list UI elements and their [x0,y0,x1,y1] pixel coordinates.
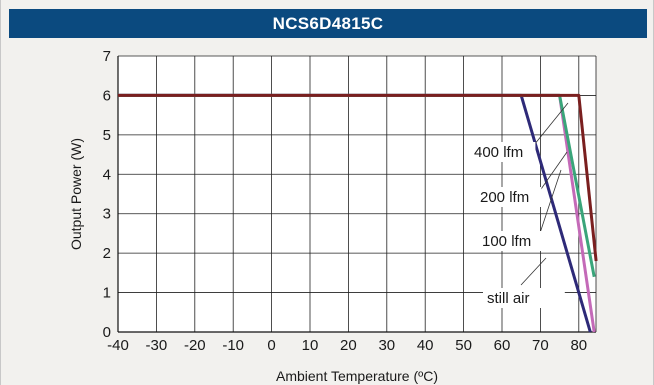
y-tick-label: 3 [103,206,111,223]
x-axis-label: Ambient Temperature (ºC) [276,368,438,384]
x-tick-label: 30 [378,337,395,354]
y-axis-label: Output Power (W) [68,138,84,250]
x-tick-label: 50 [455,337,472,354]
annotation-leader [538,169,562,237]
annotation-backdrop [470,142,536,162]
x-tick-label: -40 [107,337,129,354]
x-tick-label: 40 [417,337,434,354]
annotation-label: still air [487,290,530,307]
x-tick-label: 70 [532,337,549,354]
chart-title: NCS6D4815C [9,9,647,38]
y-tick-label: 6 [103,87,111,104]
x-tick-label: 20 [340,337,357,354]
x-tick-label: -10 [222,337,244,354]
x-tick-label: -30 [146,337,168,354]
annotation-backdrop [478,231,544,251]
y-tick-label: 5 [103,127,111,144]
annotation-backdrop [476,187,542,207]
x-tick-label: -20 [184,337,206,354]
x-tick-label: 60 [494,337,511,354]
annotation-label: 100 lfm [482,233,531,250]
annotation-label: 200 lfm [480,189,529,206]
x-tick-label: 80 [570,337,587,354]
y-tick-label: 7 [103,48,111,65]
y-tick-label: 2 [103,245,111,262]
annotation-label: 400 lfm [474,144,523,161]
y-tick-label: 4 [103,166,111,183]
annotation-leader [538,151,568,193]
x-tick-label: 10 [302,337,319,354]
y-tick-label: 0 [103,324,111,341]
y-tick-label: 1 [103,285,111,302]
annotation-leader [520,257,547,286]
annotation-leader [533,102,569,146]
series-line-400-lfm [118,93,598,262]
x-tick-label: 0 [267,337,275,354]
annotation-backdrop [483,288,565,308]
